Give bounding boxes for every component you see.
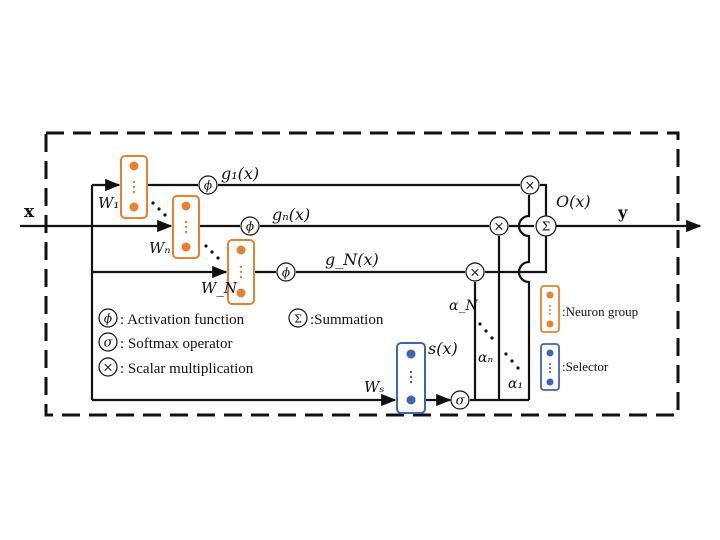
- selector-function-label: s(x): [428, 339, 458, 358]
- weight-label-n: Wₙ: [149, 239, 171, 257]
- multiply-op-n: ×: [489, 216, 509, 236]
- function-label-N: g_N(x): [325, 250, 379, 269]
- weight-label-s: Wₛ: [364, 378, 384, 396]
- function-label-1: g₁(x): [221, 164, 259, 183]
- multiply-op-N: ×: [465, 262, 485, 282]
- svg-text:: Activation function: : Activation function: [120, 312, 245, 328]
- legend: ϕ : Activation function Σ :Summation σ :…: [98, 285, 638, 391]
- output-function-label: O(x): [556, 192, 591, 211]
- neuron-group-N: [227, 239, 255, 305]
- svg-text::Selector: :Selector: [562, 359, 609, 374]
- svg-text:×: ×: [525, 179, 536, 194]
- weight-label-1: W₁: [98, 194, 119, 212]
- svg-text::Neuron group: :Neuron group: [562, 304, 638, 319]
- svg-text:×: ×: [494, 220, 505, 235]
- legend-neuron-group: :Neuron group: [540, 285, 638, 333]
- activation-op-N: ϕ: [276, 262, 296, 282]
- svg-text::Summation: :Summation: [310, 312, 384, 328]
- svg-text:Σ: Σ: [542, 220, 550, 234]
- alpha-label-1: α₁: [508, 376, 523, 392]
- legend-softmax: σ : Softmax operator: [98, 332, 232, 352]
- output-label: y: [617, 203, 628, 222]
- summation-op: Σ: [535, 215, 557, 237]
- selector-group: [396, 342, 426, 414]
- svg-text:×: ×: [103, 361, 114, 376]
- activation-op-n: ϕ: [240, 216, 260, 236]
- multiply-op-1: ×: [520, 175, 540, 195]
- alpha-label-n: αₙ: [478, 350, 493, 366]
- alpha-label-N: α_N: [449, 298, 478, 314]
- legend-activation: ϕ : Activation function: [98, 308, 245, 328]
- neuron-group-1: [120, 155, 148, 219]
- weight-label-N: W_N: [201, 279, 238, 297]
- svg-text:ϕ: ϕ: [204, 179, 212, 193]
- svg-text:×: ×: [470, 266, 481, 281]
- legend-selector: :Selector: [540, 343, 609, 391]
- svg-text:: Softmax operator: : Softmax operator: [120, 336, 232, 352]
- svg-text:: Scalar multiplication: : Scalar multiplication: [120, 361, 254, 377]
- neuron-group-n: [172, 195, 200, 259]
- svg-text:Σ: Σ: [294, 313, 302, 326]
- legend-summation: Σ :Summation: [288, 308, 384, 328]
- svg-text:ϕ: ϕ: [282, 266, 290, 280]
- function-label-n: gₙ(x): [272, 205, 310, 224]
- ellipsis-dots: [151, 201, 520, 370]
- svg-text:σ: σ: [456, 394, 466, 409]
- wires: [20, 178, 702, 407]
- legend-scalar-mult: × : Scalar multiplication: [98, 357, 254, 377]
- model-boundary: [44, 131, 680, 417]
- softmax-op: σ: [450, 390, 470, 410]
- input-label: x: [24, 202, 35, 222]
- svg-text:ϕ: ϕ: [246, 220, 254, 234]
- svg-text:ϕ: ϕ: [104, 312, 112, 326]
- activation-op-1: ϕ: [198, 175, 218, 195]
- svg-text:σ: σ: [104, 336, 114, 351]
